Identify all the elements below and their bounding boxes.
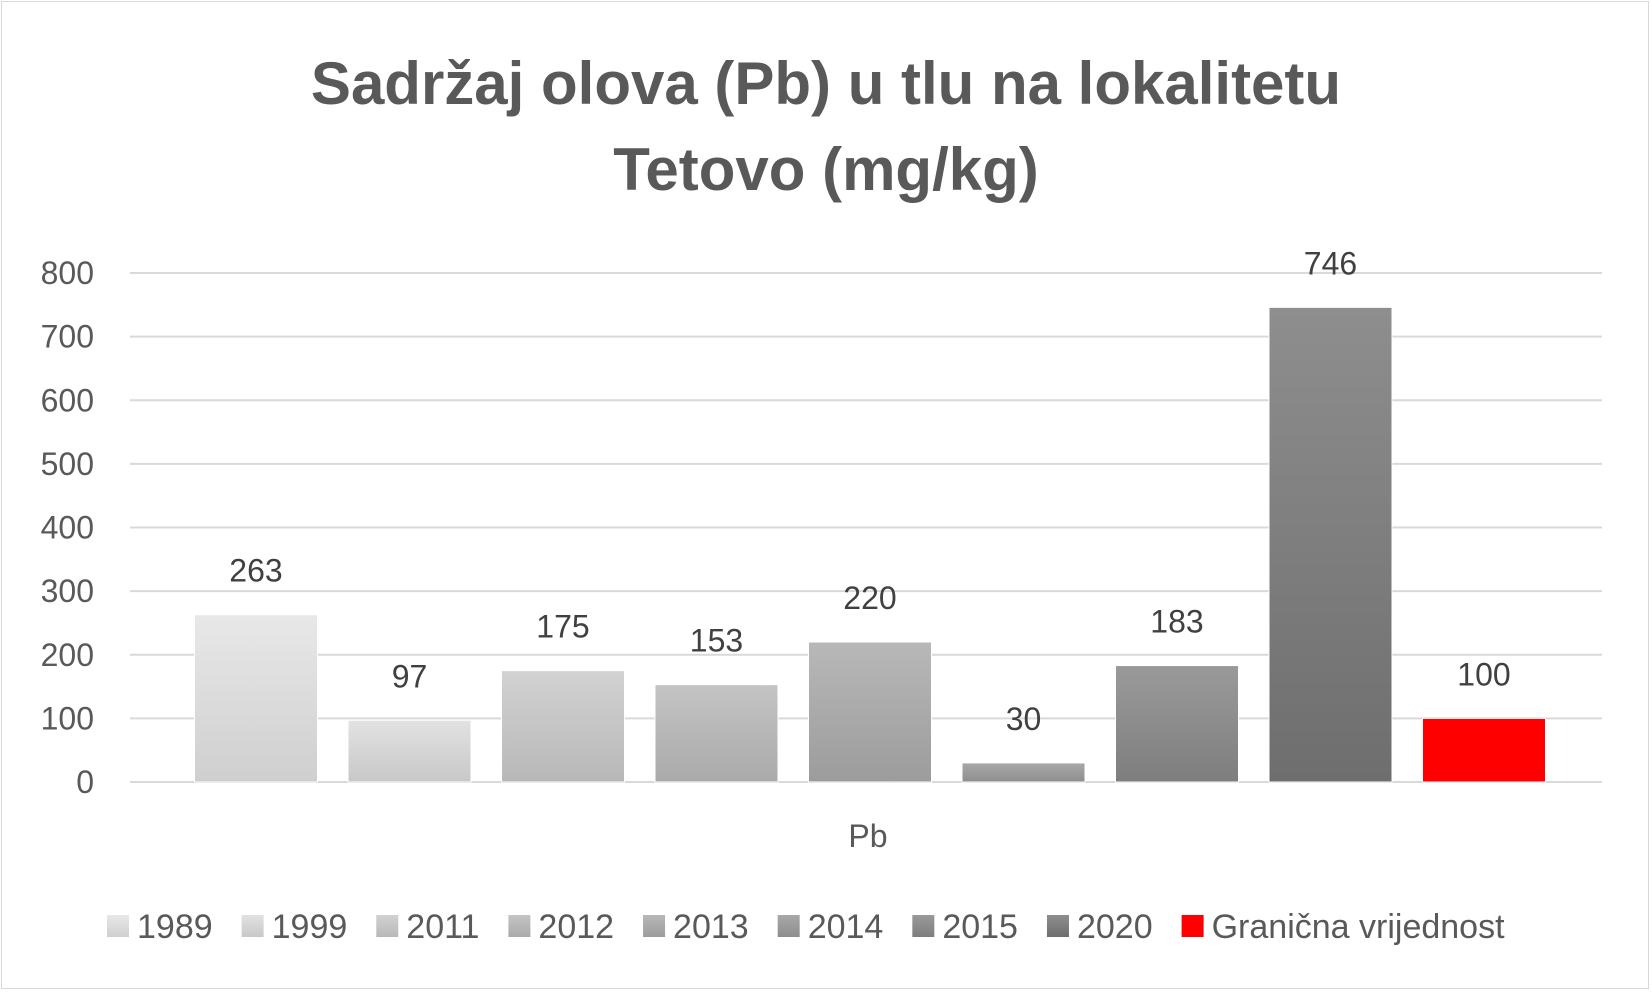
y-tick-label: 400	[41, 510, 94, 546]
legend-item: 2012	[508, 908, 614, 946]
y-axis-ticks: 0 100 200 300 400 500 600 700 800	[41, 255, 94, 800]
legend-label: Granična vrijednost	[1212, 908, 1505, 946]
bar-2011	[501, 670, 625, 783]
y-tick-label: 500	[41, 446, 94, 482]
chart-title-line-2: Tetovo (mg/kg)	[613, 136, 1039, 203]
data-labels: 263 97 175 153 220 30 183 746 100	[229, 245, 1510, 737]
legend-item: 2020	[1046, 908, 1153, 946]
legend-label: 2015	[942, 908, 1018, 946]
bar-2020	[1268, 306, 1393, 783]
legend-swatch	[777, 915, 800, 937]
chart-title: Sadržaj olova (Pb) u tlu na lokalitetu T…	[311, 50, 1341, 203]
legend-label: 2011	[406, 908, 479, 946]
legend-label: 2020	[1077, 908, 1153, 946]
legend-item: 2014	[777, 908, 884, 946]
bar-2012	[654, 684, 779, 783]
bar-grani-na-vrijednost	[1422, 717, 1546, 783]
data-label: 97	[392, 658, 428, 694]
legend-label: 1989	[137, 908, 213, 946]
y-tick-label: 0	[76, 764, 94, 800]
y-tick-label: 600	[41, 382, 94, 418]
bar-2015	[1115, 665, 1239, 783]
legend-label: 2012	[538, 908, 614, 946]
y-tick-label: 700	[41, 319, 94, 355]
legend-swatch	[508, 915, 531, 937]
legend-item: Granična vrijednost	[1181, 908, 1505, 946]
bar-1989	[194, 614, 318, 783]
y-tick-label: 800	[41, 255, 94, 291]
data-label: 153	[690, 623, 743, 659]
legend-swatch	[376, 915, 399, 937]
y-tick-label: 300	[41, 573, 94, 609]
legend-swatch	[1181, 915, 1204, 937]
bar-1999	[347, 719, 472, 783]
data-label: 220	[843, 580, 896, 616]
legend-item: 2015	[912, 908, 1018, 946]
legend-item: 1989	[107, 908, 213, 946]
legend-label: 2014	[808, 908, 884, 946]
legend-label: 1999	[272, 908, 348, 946]
legend-item: 1999	[241, 908, 348, 946]
chart-title-line-1: Sadržaj olova (Pb) u tlu na lokalitetu	[311, 50, 1341, 117]
legend-swatch	[643, 915, 666, 937]
x-category-label: Pb	[848, 818, 887, 854]
legend-label: 2013	[673, 908, 749, 946]
x-axis-categories: Pb	[848, 818, 887, 854]
bar-2014	[961, 762, 1086, 783]
data-label: 175	[536, 609, 589, 645]
data-label: 263	[229, 553, 282, 589]
data-label: 30	[1006, 701, 1042, 737]
y-tick-label: 200	[41, 637, 94, 673]
data-label: 183	[1150, 604, 1203, 640]
data-label: 746	[1304, 245, 1357, 281]
legend-swatch	[107, 915, 129, 937]
data-label: 100	[1457, 656, 1510, 692]
legend: 1989 1999 2011 2012 2013 2014 2015 2020 Granična…	[107, 908, 1505, 946]
y-tick-label: 100	[41, 700, 94, 736]
bar-2013	[808, 641, 932, 783]
legend-item: 2011	[376, 908, 479, 946]
legend-swatch	[241, 915, 264, 937]
legend-item: 2013	[643, 908, 749, 946]
gridlines	[130, 272, 1602, 783]
legend-swatch	[1046, 915, 1069, 937]
legend-swatch	[912, 915, 935, 937]
bars	[194, 306, 1546, 783]
